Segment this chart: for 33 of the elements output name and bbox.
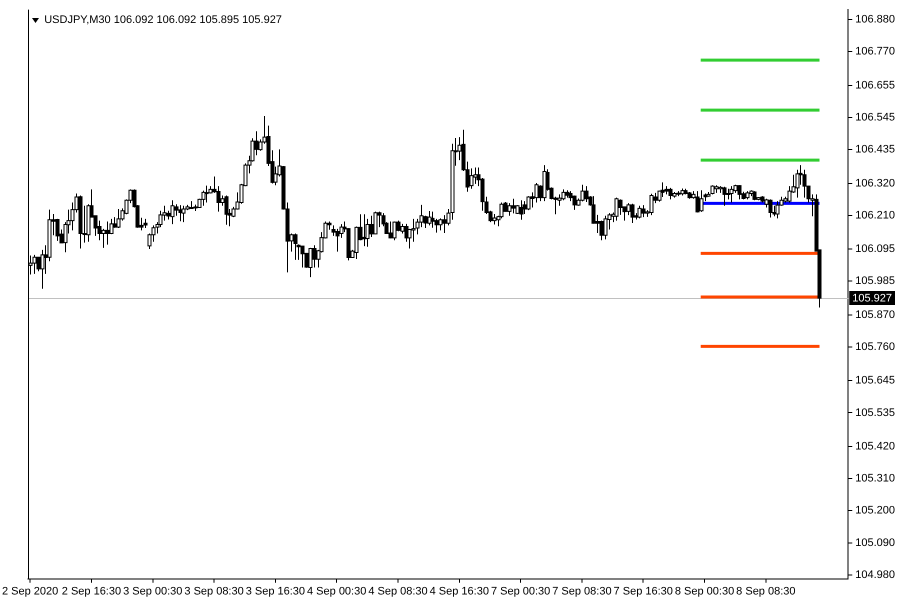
x-tick-label: 2 Sep 16:30 (62, 585, 122, 598)
y-tick-label: 106.320 (855, 177, 896, 190)
x-tick-label: 7 Sep 00:30 (490, 585, 550, 598)
y-tick-label: 105.090 (855, 536, 896, 549)
x-tick-label: 3 Sep 08:30 (184, 585, 244, 598)
chart-title: USDJPY,M30 106.092 106.092 105.895 105.927 (44, 14, 282, 26)
y-tick-label: 105.310 (855, 472, 896, 485)
y-tick-label: 105.645 (855, 374, 896, 387)
y-tick-label: 105.760 (855, 341, 896, 353)
x-tick-label: 4 Sep 00:30 (307, 585, 366, 598)
y-tick-label: 106.545 (855, 112, 896, 124)
y-tick-label: 106.095 (855, 243, 896, 256)
x-tick-label: 8 Sep 08:30 (736, 585, 796, 598)
x-tick-label: 4 Sep 16:30 (430, 585, 489, 598)
x-tick-label: 4 Sep 08:30 (368, 585, 428, 598)
x-tick-label: 2 Sep 2020 (2, 585, 58, 598)
y-tick-label: 106.880 (855, 14, 896, 26)
y-tick-label: 105.870 (855, 308, 896, 321)
x-tick-label: 3 Sep 00:30 (123, 585, 182, 598)
y-tick-label: 106.655 (855, 79, 896, 92)
y-tick-label: 105.535 (855, 406, 896, 419)
x-tick-label: 7 Sep 16:30 (614, 585, 673, 598)
y-tick-label: 106.210 (855, 209, 896, 222)
x-tick-label: 7 Sep 08:30 (552, 585, 612, 598)
x-tick-label: 3 Sep 16:30 (246, 585, 306, 598)
y-tick-label: 105.200 (855, 504, 896, 517)
y-tick-label: 105.985 (855, 275, 896, 288)
ref-line-label: 105.927 (852, 292, 892, 305)
x-tick-label: 8 Sep 00:30 (674, 585, 734, 598)
y-tick-label: 106.435 (855, 144, 896, 156)
y-tick-label: 104.980 (855, 569, 896, 582)
y-tick-label: 105.420 (855, 440, 896, 452)
y-tick-label: 106.770 (855, 46, 896, 58)
